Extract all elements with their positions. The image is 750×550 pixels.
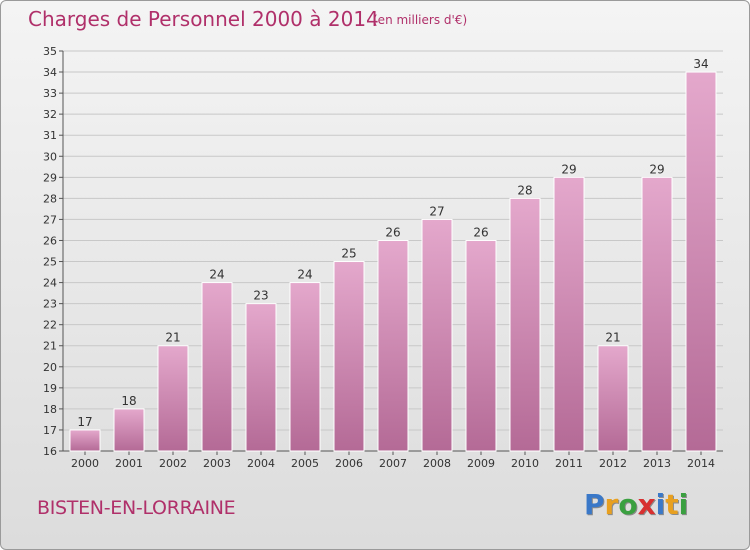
bar-2005: [289, 282, 321, 452]
y-tick-label: 32: [43, 108, 57, 121]
y-tick-label: 28: [43, 192, 57, 205]
bar-2009: [465, 239, 497, 452]
x-tick-label: 2013: [643, 457, 671, 470]
logo-letter: o: [618, 488, 638, 521]
logo-letter: x: [637, 488, 656, 521]
x-tick-label: 2010: [511, 457, 539, 470]
bar-2012: [597, 345, 629, 452]
data-label: 27: [429, 204, 444, 218]
data-label: 29: [561, 162, 576, 176]
data-label: 28: [517, 183, 532, 197]
y-tick-label: 33: [43, 87, 57, 100]
y-tick-label: 21: [43, 340, 57, 353]
data-label: 24: [297, 268, 312, 282]
y-tick-label: 31: [43, 129, 57, 142]
data-label: 18: [121, 394, 136, 408]
bar-2007: [377, 239, 409, 452]
logo-letter: t: [665, 488, 679, 521]
x-tick-label: 2012: [599, 457, 627, 470]
y-tick-label: 30: [43, 150, 57, 163]
data-label: 29: [649, 162, 664, 176]
y-tick-label: 26: [43, 234, 57, 247]
bars: [69, 71, 717, 452]
bar-2006: [333, 261, 365, 452]
data-label: 21: [165, 331, 180, 345]
y-tick-label: 27: [43, 213, 57, 226]
x-tick-label: 2009: [467, 457, 495, 470]
y-tick-label: 22: [43, 319, 57, 332]
y-tick-label: 19: [43, 382, 57, 395]
data-label: 24: [209, 268, 224, 282]
x-tick-label: 2014: [687, 457, 715, 470]
bar-2008: [421, 218, 453, 452]
y-tick-label: 35: [43, 45, 57, 58]
bar-2003: [201, 282, 233, 452]
x-tick-label: 2007: [379, 457, 407, 470]
bar-2000: [69, 429, 101, 452]
bar-2002: [157, 345, 189, 452]
x-tick-label: 2008: [423, 457, 451, 470]
y-tick-label: 34: [43, 66, 57, 79]
y-tick-label: 17: [43, 424, 57, 437]
data-label: 25: [341, 247, 356, 261]
x-tick-label: 2011: [555, 457, 583, 470]
data-label: 23: [253, 289, 268, 303]
bar-2013: [641, 176, 673, 452]
labels: 17 18 21 24 23 24 25 26 27 26 28 29 21 29 34: [77, 57, 708, 429]
commune-name: BISTEN-EN-LORRAINE: [37, 497, 236, 519]
data-label: 17: [77, 415, 92, 429]
y-tick-label: 24: [43, 277, 57, 290]
logo-letter: i: [678, 488, 689, 521]
y-tick-label: 29: [43, 171, 57, 184]
x-tick-label: 2000: [71, 457, 99, 470]
bar-2014: [685, 71, 717, 452]
logo-letter: P: [584, 488, 605, 521]
data-label: 34: [693, 57, 708, 71]
bar-2004: [245, 303, 277, 452]
x-tick-label: 2005: [291, 457, 319, 470]
y-tick-label: 16: [43, 445, 57, 458]
y-tick-label: 20: [43, 361, 57, 374]
x-tick-label: 2002: [159, 457, 187, 470]
data-label: 26: [473, 225, 488, 239]
logo-letter: r: [604, 488, 619, 521]
x-tick-label: 2006: [335, 457, 363, 470]
chart-subtitle: (en milliers d'€): [373, 13, 468, 27]
y-tick-label: 23: [43, 298, 57, 311]
x-tick-label: 2001: [115, 457, 143, 470]
y-tick-label: 25: [43, 256, 57, 269]
y-tick-label: 18: [43, 403, 57, 416]
proxiti-logo[interactable]: Proxiti: [584, 488, 688, 521]
logo-letter: i: [655, 488, 666, 521]
bar-2001: [113, 408, 145, 452]
bar-2011: [553, 176, 585, 452]
chart-title: Charges de Personnel 2000 à 2014: [28, 7, 379, 31]
data-label: 26: [385, 225, 400, 239]
x-tick-label: 2003: [203, 457, 231, 470]
bar-2010: [509, 197, 541, 452]
data-label: 21: [605, 331, 620, 345]
x-tick-label: 2004: [247, 457, 275, 470]
